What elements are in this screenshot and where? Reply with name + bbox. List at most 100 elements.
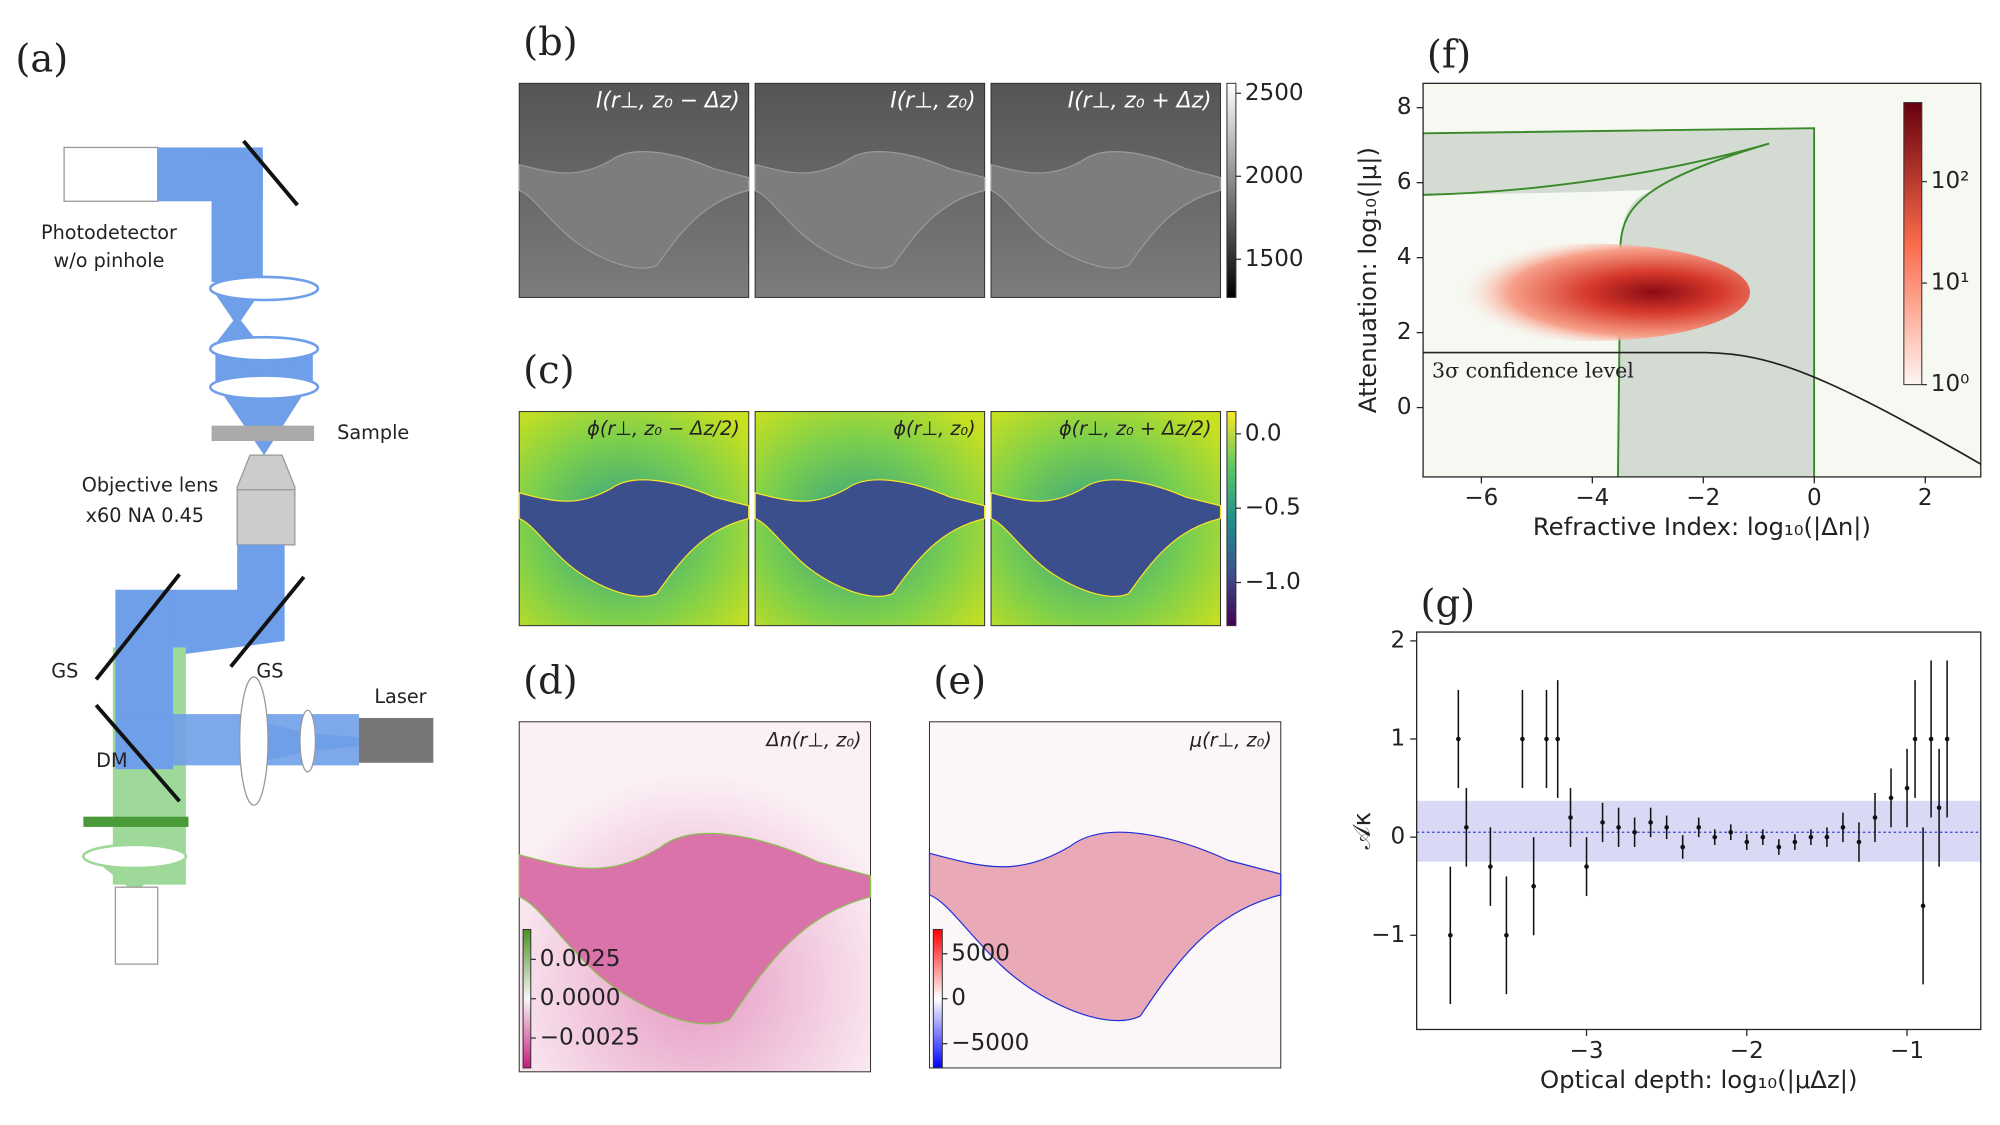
y-axis-label: Attenuation: log₁₀(|μ|): [1353, 147, 1382, 413]
cell-shape: [755, 152, 984, 269]
diagram-text: w/o pinhole: [54, 249, 165, 272]
point: [1544, 736, 1549, 742]
panel-label: (a): [15, 37, 68, 82]
diagram-text: DM: [96, 749, 127, 772]
diagram: (a) Photodetector w/o pinhole Sample Obj…: [15, 37, 434, 965]
colorbar: [932, 928, 943, 1069]
panel-label: (e): [933, 658, 986, 703]
point: [1928, 736, 1934, 742]
camera-box: [114, 886, 159, 965]
point: [1584, 864, 1589, 869]
image-title: I(r⊥, z₀): [890, 88, 975, 113]
colorbar-tick-label: −5000: [951, 1030, 1029, 1056]
photodetector-box: [63, 146, 159, 202]
cell-shape: [991, 152, 1220, 269]
lens: [208, 335, 320, 362]
point: [1568, 815, 1573, 820]
lens: [208, 275, 320, 302]
point: [1904, 785, 1910, 791]
image-title: μ(r⊥, z₀): [1189, 729, 1272, 752]
point: [1464, 825, 1469, 830]
colorbar-tick-label: 2500: [1245, 80, 1304, 106]
lens: [208, 374, 320, 401]
image-title: Δn(r⊥, z₀): [765, 729, 862, 752]
diagram-text: GS: [256, 659, 283, 682]
point: [1808, 834, 1814, 840]
colorbar-tick-label: 5000: [951, 940, 1010, 966]
point: [1944, 736, 1950, 742]
point: [1664, 825, 1669, 830]
y-tick-label: 2: [1397, 319, 1412, 345]
colorbar: [1903, 102, 1923, 386]
diagram-text: GS: [51, 659, 78, 682]
point: [1824, 834, 1830, 840]
confidence-curve: [1423, 351, 1982, 465]
colorbar-tick-label: 2000: [1245, 163, 1304, 189]
point: [1555, 736, 1560, 742]
colorbar-tick-label: 10¹: [1931, 270, 1970, 296]
image-title: I(r⊥, z₀ + Δz): [1068, 88, 1212, 113]
point: [1888, 795, 1894, 801]
beam: [166, 544, 285, 657]
x-tick-label: −3: [1570, 1038, 1604, 1064]
point: [1531, 883, 1536, 889]
point: [1712, 834, 1718, 840]
colorbar: [1226, 411, 1237, 627]
mirror: [229, 575, 306, 668]
point: [1632, 829, 1637, 835]
point: [1936, 805, 1942, 811]
dichroic-mirror: [94, 703, 181, 803]
image-title: ϕ(r⊥, z₀ − Δz/2): [587, 417, 740, 440]
colorbar: [1226, 82, 1237, 298]
axes-frame: [1416, 631, 1982, 1031]
x-tick-label: −2: [1686, 485, 1720, 511]
image-title: ϕ(r⊥, z₀ + Δz/2): [1059, 417, 1212, 440]
diagram-text: Objective lens: [82, 473, 219, 496]
point: [1456, 736, 1461, 742]
y-tick-label: 4: [1397, 244, 1412, 270]
panel-label: (c): [523, 348, 575, 393]
colorbar-tick-label: 0.0025: [540, 946, 621, 972]
cell-shape: [519, 833, 870, 1024]
laser-box: [358, 717, 434, 763]
cell-shape: [755, 480, 984, 597]
point: [1648, 820, 1653, 825]
cell-shape: [991, 480, 1220, 597]
panel-label: (g): [1421, 581, 1476, 626]
point: [1600, 820, 1605, 825]
colorbar-tick-label: −0.0025: [540, 1025, 640, 1051]
colorbar-tick-label: 0: [951, 985, 966, 1011]
point: [1488, 864, 1493, 869]
x-axis-label: Refractive Index: log₁₀(|Δn|): [1533, 512, 1871, 541]
image-title: ϕ(r⊥, z₀): [893, 417, 975, 440]
x-tick-label: −2: [1730, 1038, 1764, 1064]
x-tick-label: −6: [1464, 485, 1498, 511]
axes-frame: [1422, 82, 1982, 478]
point: [1792, 839, 1798, 845]
point: [1520, 736, 1525, 742]
colorbar-tick-label: 10²: [1931, 168, 1970, 194]
point: [1856, 839, 1862, 845]
lens: [82, 843, 188, 870]
point: [1920, 903, 1926, 909]
diagram-text: Sample: [337, 421, 409, 444]
point: [1776, 844, 1782, 850]
point: [1760, 834, 1766, 840]
panel-label: (d): [523, 658, 578, 703]
point: [1696, 825, 1702, 830]
point: [1616, 825, 1621, 830]
y-axis-label: 𝒜κ: [1347, 812, 1376, 849]
y-tick-label: −1: [1371, 922, 1405, 948]
colorbar-tick-label: 10⁰: [1931, 371, 1970, 397]
plot-layers: [1423, 83, 1982, 477]
diagram-text: Laser: [374, 685, 426, 708]
point: [1840, 825, 1846, 830]
lens: [239, 676, 269, 806]
image-title: I(r⊥, z₀ − Δz): [596, 88, 740, 113]
excluded-region: [1423, 128, 1815, 477]
diagram-text: Photodetector: [41, 221, 177, 244]
x-tick-label: −4: [1575, 485, 1609, 511]
x-tick-label: 0: [1807, 485, 1822, 511]
colorbar-tick-label: −1.0: [1245, 569, 1301, 595]
x-axis-label: Optical depth: log₁₀(|μΔz|): [1540, 1065, 1857, 1094]
